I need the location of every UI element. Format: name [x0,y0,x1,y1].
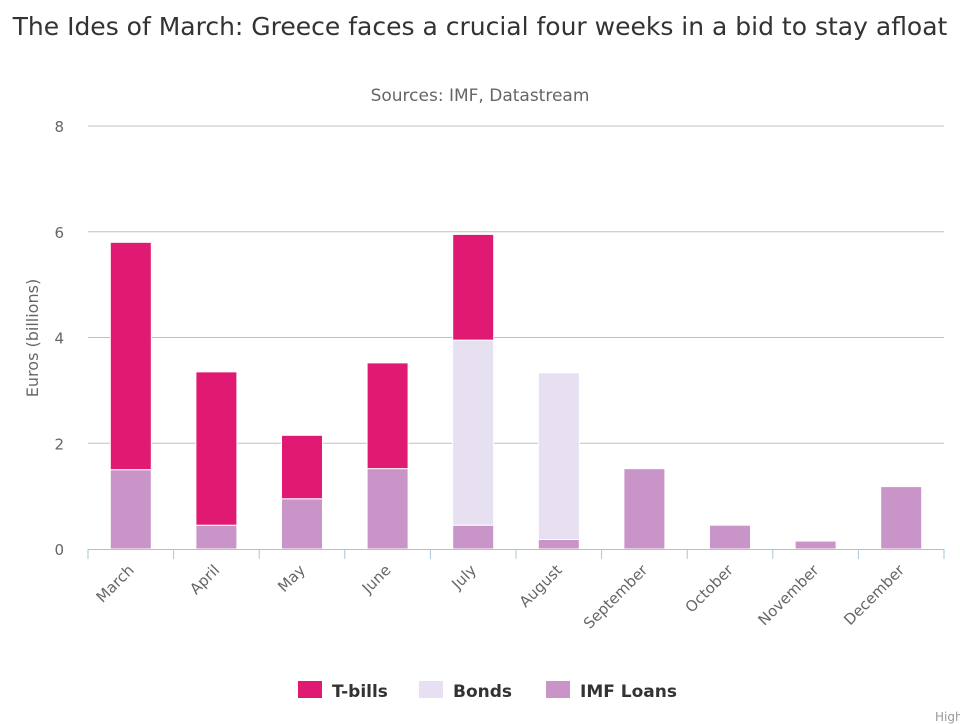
legend-label: IMF Loans [580,682,677,702]
bar-imf-loans-september [623,468,666,550]
y-tick-label: 2 [54,435,64,453]
legend-swatch [419,681,443,698]
x-tick-label: September [580,561,652,633]
bar-imf-loans-march [109,469,152,550]
x-tick-label: March [93,561,138,606]
x-axis [87,549,945,559]
y-tick-label: 8 [54,118,64,136]
bar-t-bills-june [366,362,409,470]
bar-stacks [109,233,923,550]
y-tick-label: 4 [54,330,64,348]
chart-subtitle: Sources: IMF, Datastream [370,86,590,106]
legend-swatch [298,681,322,698]
bar-imf-loans-august [537,538,580,550]
legend-item-imf-loans[interactable]: IMF Loans [546,681,677,702]
y-axis-title: Euros (billions) [23,279,42,397]
x-tick-label: October [682,561,738,617]
x-tick-label: May [274,561,309,596]
bar-t-bills-may [281,434,323,500]
legend-label: Bonds [453,682,512,702]
bar-t-bills-april [195,371,238,526]
y-tick-label: 6 [54,224,64,242]
chart-title: The Ides of March: Greece faces a crucia… [12,12,948,41]
x-tick-label: July [448,561,481,594]
x-tick-label: December [840,561,908,629]
x-tick-label: November [755,561,823,629]
credit-text: Highcharts [934,710,960,724]
bar-imf-loans-july [452,524,495,550]
bar-bonds-august [537,372,580,540]
x-tick-label: April [186,561,223,598]
bar-imf-loans-december [880,486,923,550]
legend: T-bills Bonds IMF Loans [298,681,677,702]
bar-imf-loans-april [195,524,238,550]
bar-imf-loans-october [709,524,751,550]
bar-bonds-july [452,339,495,526]
bar-t-bills-march [109,241,152,471]
legend-item-t-bills[interactable]: T-bills [298,681,388,702]
legend-label: T-bills [332,682,388,702]
x-tick-label: June [358,561,395,598]
bar-imf-loans-november [794,540,837,550]
legend-swatch [546,681,570,698]
x-tick-label: August [516,561,566,611]
y-tick-label: 0 [54,541,64,559]
legend-item-bonds[interactable]: Bonds [419,681,512,702]
bar-imf-loans-june [366,468,409,550]
bar-imf-loans-may [281,498,323,550]
bar-t-bills-july [452,233,495,341]
